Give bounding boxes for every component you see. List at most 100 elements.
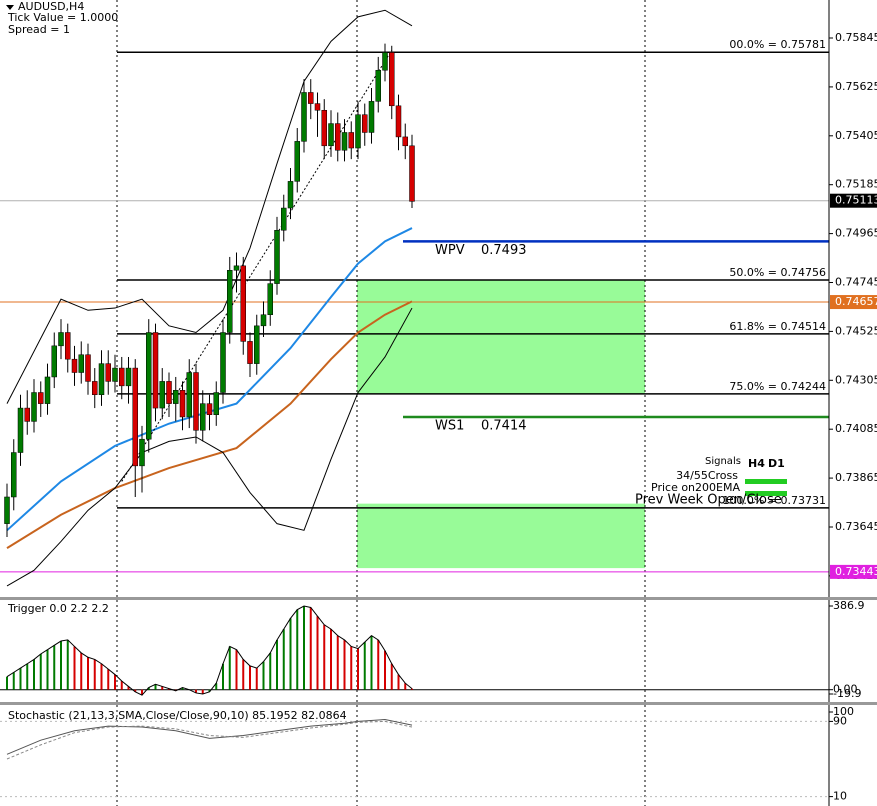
candle-body bbox=[348, 132, 354, 149]
separator bbox=[0, 597, 877, 600]
separator bbox=[0, 702, 877, 705]
candle-body bbox=[247, 341, 253, 364]
signal-row: Price on200EMA bbox=[651, 481, 740, 494]
candle-body bbox=[227, 270, 233, 333]
stoch-signal bbox=[6, 720, 413, 760]
signals-col: H4 bbox=[748, 457, 765, 470]
price-tag-label: 0.75113 bbox=[835, 194, 877, 207]
candle-body bbox=[119, 367, 125, 387]
candle-body bbox=[11, 452, 17, 498]
signals-col: D1 bbox=[768, 457, 785, 470]
fib-label: 61.8% = 0.74514 bbox=[729, 320, 826, 333]
candle-body bbox=[355, 114, 361, 149]
zone bbox=[357, 503, 645, 569]
y-tick-label: -19.9 bbox=[833, 687, 861, 700]
candle-body bbox=[341, 132, 348, 151]
candle-body bbox=[179, 390, 186, 418]
signals-title: Signals bbox=[705, 456, 741, 467]
y-tick-label: 10 bbox=[833, 790, 847, 803]
candle-body bbox=[186, 372, 192, 418]
candle-body bbox=[206, 403, 213, 415]
candle-body bbox=[200, 403, 206, 431]
y-tick-label: 0.75625 bbox=[835, 80, 877, 93]
candle-body bbox=[409, 145, 415, 202]
indicator-line bbox=[6, 307, 413, 587]
zone bbox=[357, 280, 645, 394]
candle-body bbox=[281, 207, 287, 231]
price-tag bbox=[830, 295, 877, 310]
y-tick-label: 0.73865 bbox=[835, 471, 877, 484]
y-tick-label: 0.74965 bbox=[835, 227, 877, 240]
candle-body bbox=[125, 367, 132, 387]
y-tick-label: 100 bbox=[833, 705, 854, 718]
candle-body bbox=[65, 332, 71, 360]
candle-body bbox=[220, 332, 226, 393]
candle-body bbox=[139, 438, 145, 467]
signal-bar bbox=[745, 491, 787, 496]
y-tick-label: 0.73645 bbox=[835, 520, 877, 533]
y-tick-label: 0.00 bbox=[833, 683, 858, 696]
signal-row: 34/55Cross bbox=[676, 469, 738, 482]
candle-body bbox=[368, 101, 375, 133]
candle-body bbox=[254, 325, 260, 364]
y-tick-label: 90 bbox=[833, 714, 847, 727]
candle-body bbox=[287, 181, 294, 209]
y-tick-label: 0.74745 bbox=[835, 275, 877, 288]
candle-body bbox=[51, 345, 57, 378]
fib-label: 50.0% = 0.74756 bbox=[729, 266, 826, 279]
candle-body bbox=[308, 92, 314, 104]
candle-body bbox=[71, 358, 78, 373]
fib-label: 75.0% = 0.74244 bbox=[729, 380, 826, 393]
candle-body bbox=[301, 92, 307, 142]
candle-body bbox=[375, 69, 381, 102]
candle-body bbox=[402, 136, 408, 147]
pivot-value: 0.7414 bbox=[481, 418, 527, 433]
zones bbox=[357, 280, 645, 569]
candle-body bbox=[389, 52, 395, 107]
candle-body bbox=[17, 407, 24, 453]
y-tick-label: 0.74525 bbox=[835, 324, 877, 337]
trigger-label: Trigger 0.0 2.2 2.2 bbox=[7, 602, 109, 615]
candle-body bbox=[98, 363, 105, 395]
candle-body bbox=[233, 265, 240, 271]
candle-body bbox=[240, 265, 246, 342]
pivot-value: 0.7493 bbox=[481, 243, 527, 258]
candle-body bbox=[193, 372, 199, 431]
price-tag bbox=[830, 564, 877, 579]
candle-body bbox=[159, 381, 165, 409]
candle-body bbox=[362, 114, 368, 133]
price-tag bbox=[830, 193, 877, 208]
fib-label: 100.0% = 0.73731 bbox=[722, 494, 826, 507]
candle-body bbox=[152, 332, 159, 409]
candle-body bbox=[105, 363, 111, 382]
candle-body bbox=[38, 392, 44, 404]
price-tag-label: 0.74657 bbox=[835, 295, 877, 308]
candle-body bbox=[44, 376, 51, 404]
y-tick-label: 0.74305 bbox=[835, 373, 877, 386]
candle-body bbox=[146, 332, 152, 440]
y-tick-label: 0.75845 bbox=[835, 31, 877, 44]
candle-body bbox=[335, 123, 341, 151]
candle-body bbox=[213, 392, 219, 415]
tick-value: Tick Value = 1.0000 bbox=[7, 11, 118, 24]
candle-body bbox=[294, 141, 300, 182]
pivot-name: WPV bbox=[435, 243, 465, 258]
candle-body bbox=[382, 52, 388, 71]
menu-arrow[interactable] bbox=[6, 5, 14, 10]
spread: Spread = 1 bbox=[8, 23, 70, 36]
candle-body bbox=[321, 109, 327, 147]
y-tick-label: 0.75185 bbox=[835, 178, 877, 191]
candle-body bbox=[314, 103, 321, 111]
candle-body bbox=[274, 230, 280, 284]
indicator-line bbox=[6, 227, 413, 532]
fib-label: 00.0% = 0.75781 bbox=[729, 38, 826, 51]
candle-body bbox=[260, 314, 267, 327]
candle-body bbox=[24, 407, 30, 422]
signal-row: Prev Week Open/Close bbox=[635, 493, 782, 508]
indicator-line bbox=[6, 300, 413, 549]
price-panel: 00.0% = 0.75781 50.0% = 0.74756 61.8% = 0.… bbox=[0, 9, 829, 587]
candle-body bbox=[112, 367, 118, 382]
candle-body bbox=[166, 381, 172, 404]
